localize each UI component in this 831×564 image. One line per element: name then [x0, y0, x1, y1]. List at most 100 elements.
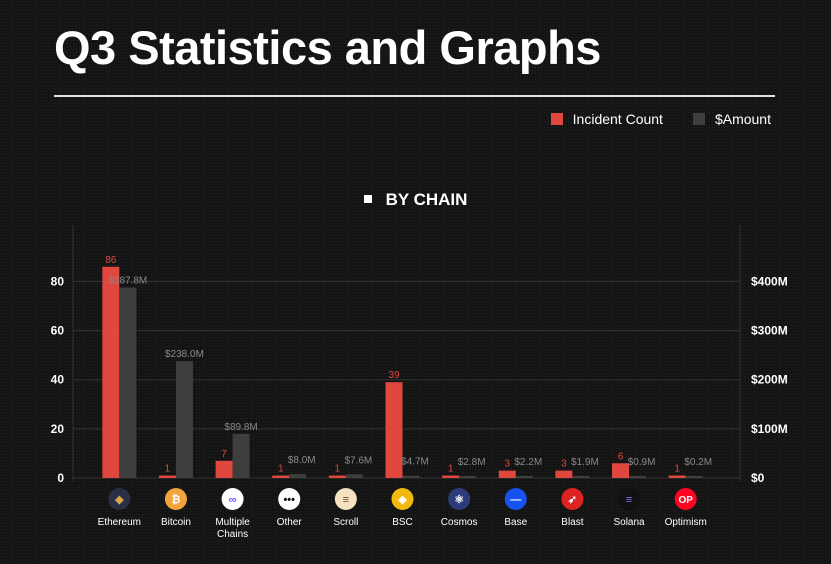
bar-incident-count — [158, 475, 176, 478]
data-label-incident-count: 6 — [618, 451, 624, 462]
bar-amount — [629, 476, 647, 478]
legend: Incident Count $Amount — [550, 111, 771, 127]
data-label-amount: $0.9M — [628, 457, 656, 468]
chart-title-text: BY CHAIN — [385, 190, 468, 209]
y-right-tick-label: $300M — [751, 324, 788, 338]
bar-incident-count — [442, 475, 460, 478]
solana-icon — [618, 488, 641, 510]
bar-amount — [119, 287, 137, 478]
cosmos-icon — [448, 488, 471, 510]
legend-item-incident-count[interactable]: Incident Count — [550, 111, 663, 127]
data-label-amount: $387.8M — [108, 275, 147, 286]
x-tick-label: Base — [504, 517, 527, 528]
bar-incident-count — [102, 266, 120, 478]
legend-swatch — [692, 113, 705, 125]
scroll-icon-glyph: ≡ — [343, 494, 349, 506]
data-label-incident-count: 1 — [335, 464, 341, 475]
multiple-chains-icon — [221, 488, 244, 510]
bar-incident-count — [215, 460, 233, 478]
page-title: Q3 Statistics and Graphs — [54, 21, 601, 74]
data-label-incident-count: 1 — [278, 464, 284, 475]
bar-amount — [685, 476, 703, 478]
data-label-incident-count: 3 — [561, 459, 567, 470]
x-tick-label: BSC — [392, 517, 413, 528]
legend-item-amount[interactable]: $Amount — [692, 111, 771, 127]
y-left-tick-label: 60 — [51, 324, 65, 338]
bar-amount — [289, 474, 307, 478]
bar-amount — [515, 476, 533, 478]
x-tick-label: Solana — [613, 517, 645, 528]
data-label-amount: $4.7M — [401, 457, 429, 468]
x-tick-label: Multiple — [215, 517, 250, 528]
other-icon-glyph: ••• — [283, 494, 295, 506]
x-tick-label: Blast — [561, 517, 583, 528]
title-divider — [54, 95, 775, 97]
data-label-amount: $2.2M — [514, 457, 542, 468]
optimism-icon-glyph: OP — [678, 495, 693, 506]
y-right-tick-label: $0 — [751, 471, 765, 485]
data-label-incident-count: 3 — [504, 459, 510, 470]
data-label-incident-count: 1 — [448, 464, 454, 475]
bar-amount — [232, 433, 250, 478]
ethereum-icon — [108, 488, 131, 510]
data-label-incident-count: 1 — [674, 464, 680, 475]
square-bullet-icon — [363, 194, 372, 203]
data-label-incident-count: 86 — [105, 255, 117, 266]
bitcoin-icon — [164, 488, 187, 510]
x-tick-label: Cosmos — [441, 517, 478, 528]
bar-incident-count — [385, 382, 403, 478]
bar-amount — [345, 474, 363, 478]
bar-incident-count — [612, 463, 630, 478]
data-label-amount: $2.8M — [458, 457, 486, 468]
bar-amount — [572, 476, 590, 478]
bar-amount — [402, 475, 420, 478]
bar-incident-count — [498, 470, 516, 478]
bar-amount — [459, 476, 477, 478]
blast-icon-glyph: ➶ — [568, 494, 577, 506]
data-label-amount: $89.8M — [224, 422, 257, 433]
chart-title: BY CHAIN — [0, 190, 831, 210]
y-right-tick-label: $400M — [751, 274, 788, 288]
data-label-incident-count: 39 — [388, 370, 400, 381]
bsc-icon — [391, 488, 414, 510]
y-left-tick-label: 80 — [51, 274, 65, 288]
data-label-amount: $7.6M — [344, 455, 372, 466]
blast-icon — [561, 488, 584, 510]
bar-incident-count — [328, 475, 346, 478]
solana-icon-glyph: ≡ — [626, 494, 632, 506]
bar-amount — [175, 361, 193, 478]
data-label-incident-count: 7 — [221, 449, 227, 460]
x-tick-label: Optimism — [665, 517, 707, 528]
bsc-icon-glyph: ◈ — [397, 494, 407, 506]
y-right-tick-label: $200M — [751, 373, 788, 387]
x-tick-label: Chains — [217, 529, 248, 540]
x-tick-label: Scroll — [333, 517, 358, 528]
y-left-tick-label: 40 — [51, 373, 65, 387]
bar-incident-count — [555, 470, 573, 478]
cosmos-icon-glyph: ⚛ — [454, 494, 464, 506]
legend-label: Incident Count — [572, 111, 663, 127]
legend-label: $Amount — [714, 111, 771, 127]
data-label-incident-count: 1 — [165, 464, 171, 475]
ethereum-icon-glyph: ◆ — [114, 494, 124, 506]
bar-incident-count — [272, 475, 290, 478]
base-icon-glyph: — — [510, 494, 521, 506]
other-icon — [278, 488, 301, 510]
y-left-tick-label: 0 — [57, 471, 64, 485]
x-tick-label: Other — [277, 517, 303, 528]
data-label-amount: $8.0M — [288, 455, 316, 466]
x-tick-label: Bitcoin — [161, 517, 191, 528]
multiple-chains-icon-glyph: ∞ — [229, 494, 237, 506]
legend-swatch — [550, 113, 563, 125]
scroll-icon — [334, 488, 357, 510]
optimism-icon — [674, 488, 697, 510]
data-label-amount: $1.9M — [571, 457, 599, 468]
y-right-tick-label: $100M — [751, 422, 788, 436]
base-icon — [504, 488, 527, 510]
x-tick-label: Ethereum — [98, 517, 141, 528]
bar-incident-count — [668, 475, 686, 478]
bitcoin-icon-glyph: ₿ — [171, 494, 180, 506]
y-left-tick-label: 20 — [51, 422, 65, 436]
data-label-amount: $0.2M — [684, 457, 712, 468]
